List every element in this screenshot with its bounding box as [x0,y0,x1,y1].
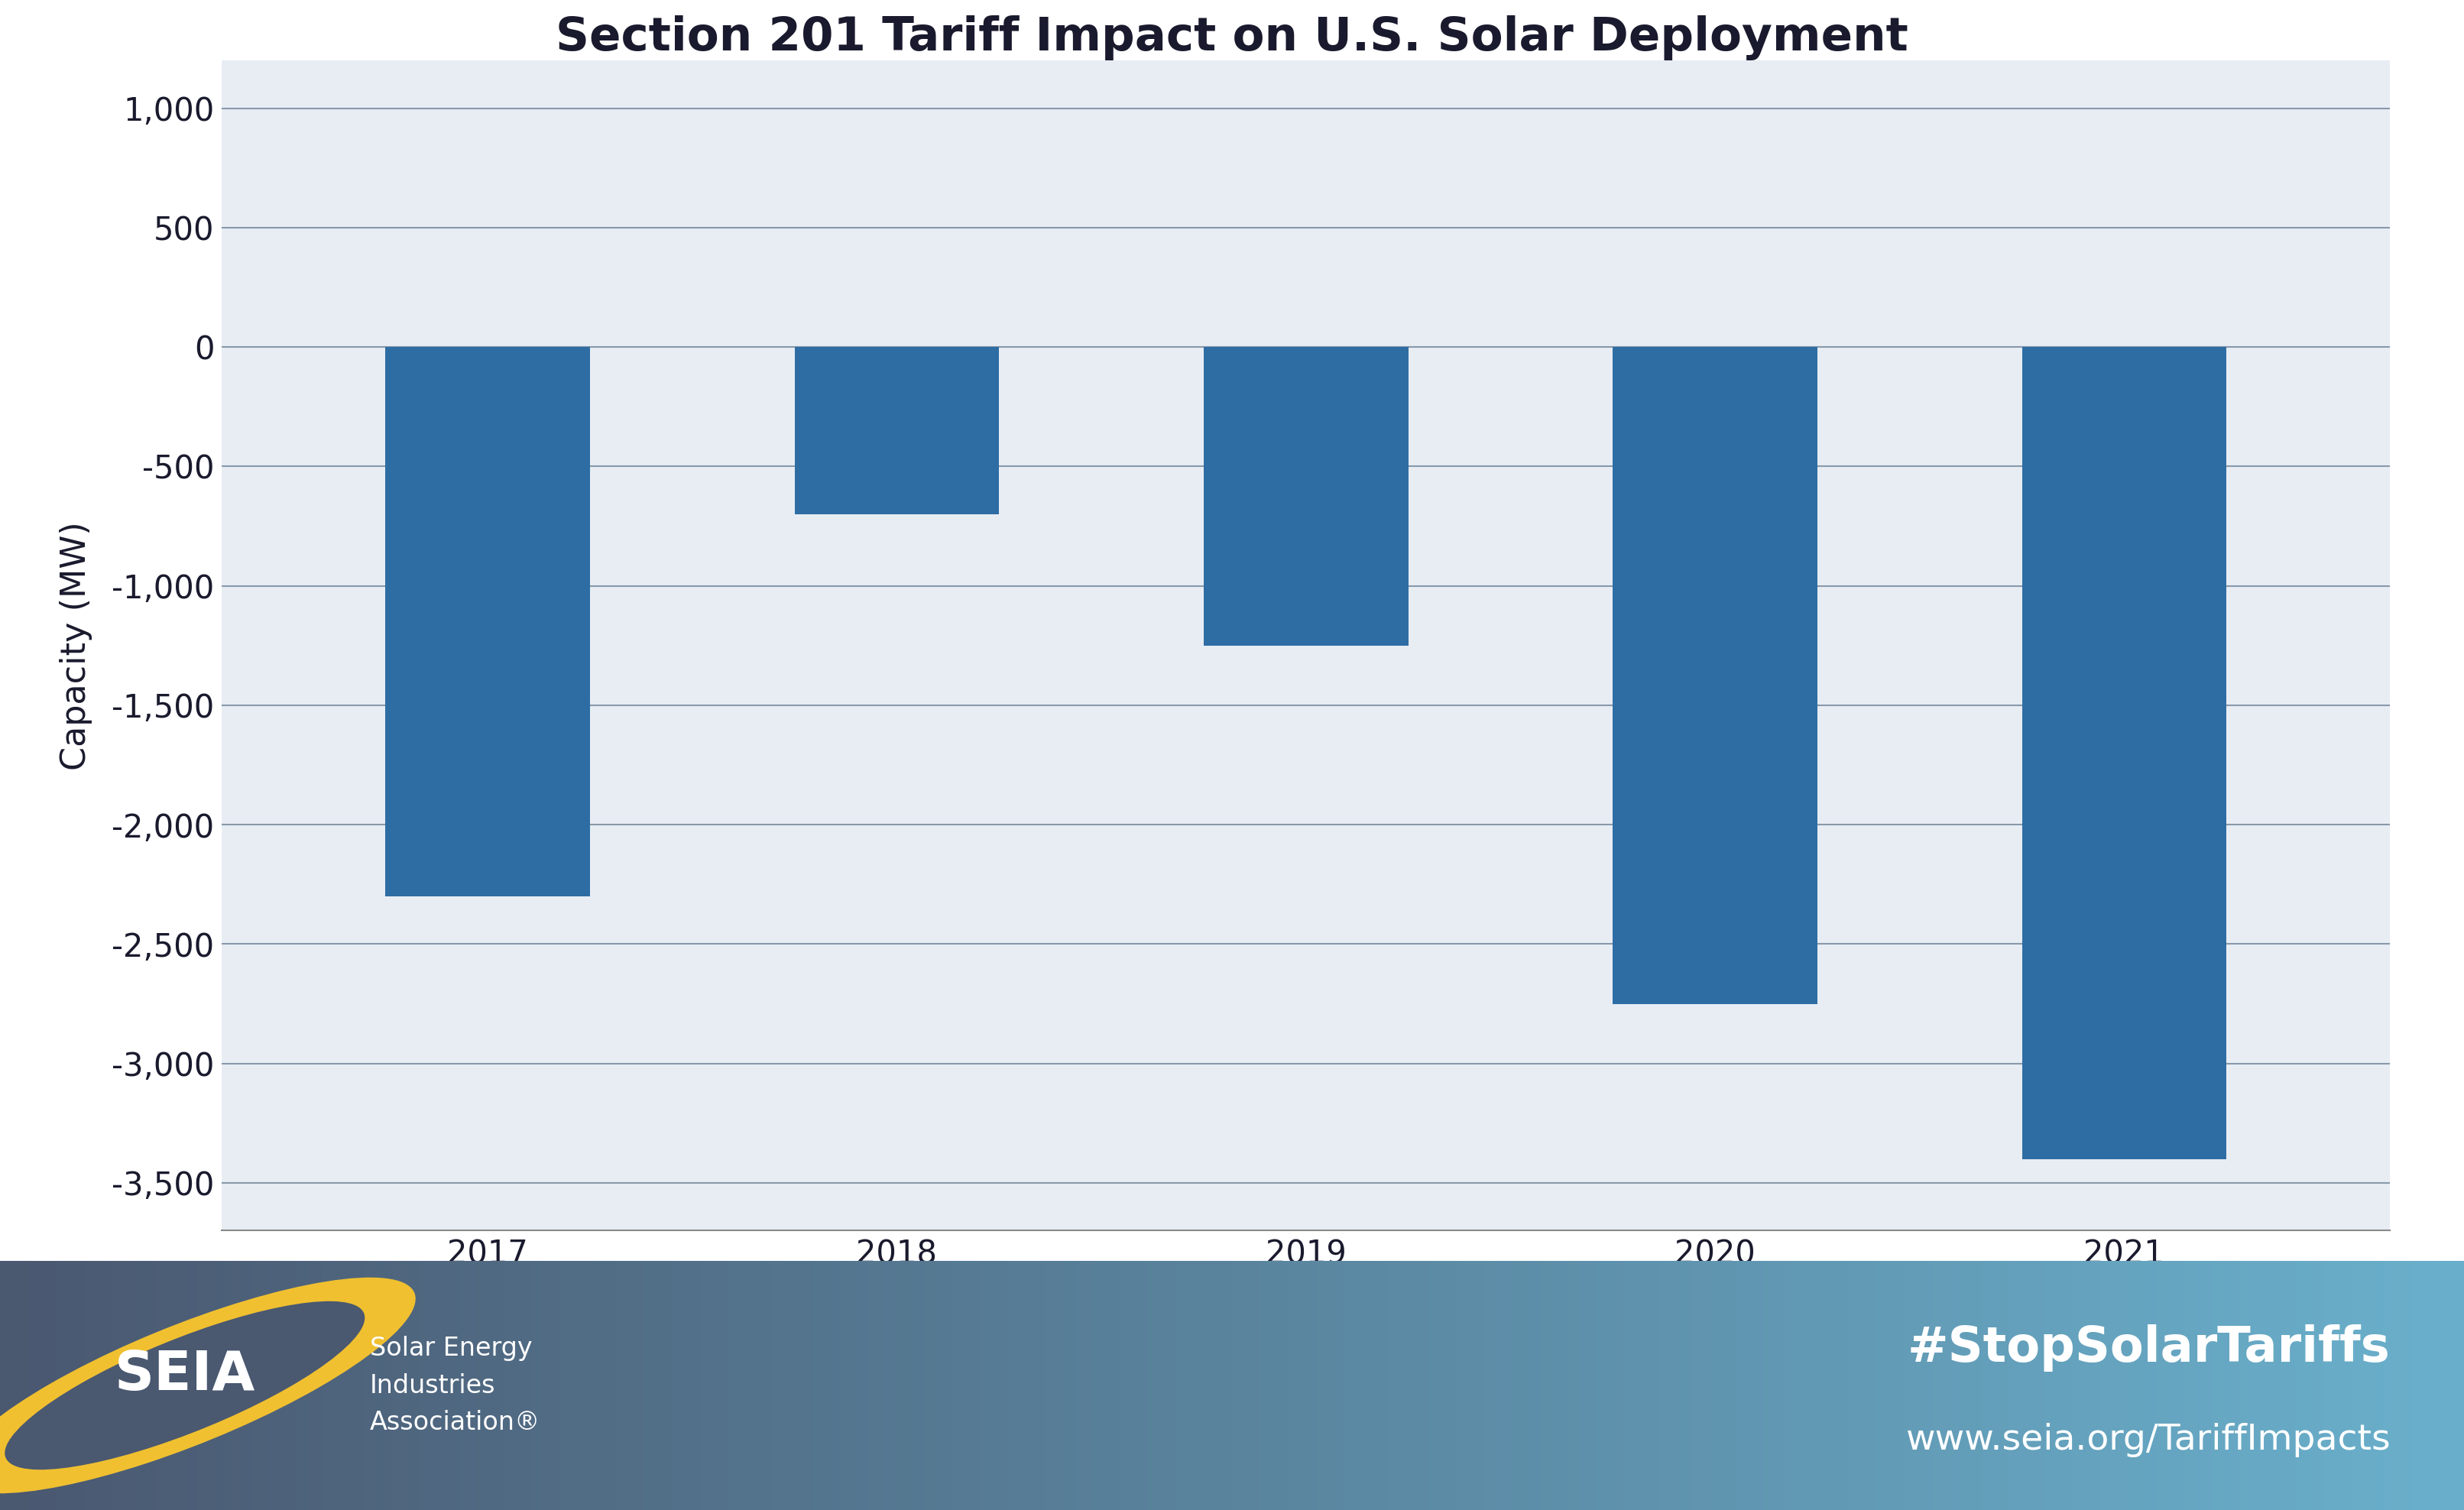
Text: #StopSolarTariffs: #StopSolarTariffs [1907,1324,2390,1371]
Bar [1202,347,1409,646]
Bar [384,347,589,897]
Ellipse shape [5,1302,365,1469]
Text: SEIA: SEIA [113,1348,256,1401]
Bar [2023,347,2227,1160]
Bar [793,347,998,515]
Y-axis label: Capacity (MW): Capacity (MW) [59,521,94,770]
Text: www.seia.org/TariffImpacts: www.seia.org/TariffImpacts [1905,1422,2390,1457]
Ellipse shape [0,1277,416,1493]
Text: Solar Energy
Industries
Association®: Solar Energy Industries Association® [370,1336,540,1434]
Text: Section 201 Tariff Impact on U.S. Solar Deployment: Section 201 Tariff Impact on U.S. Solar … [557,15,1907,60]
Bar [1614,347,1818,1004]
